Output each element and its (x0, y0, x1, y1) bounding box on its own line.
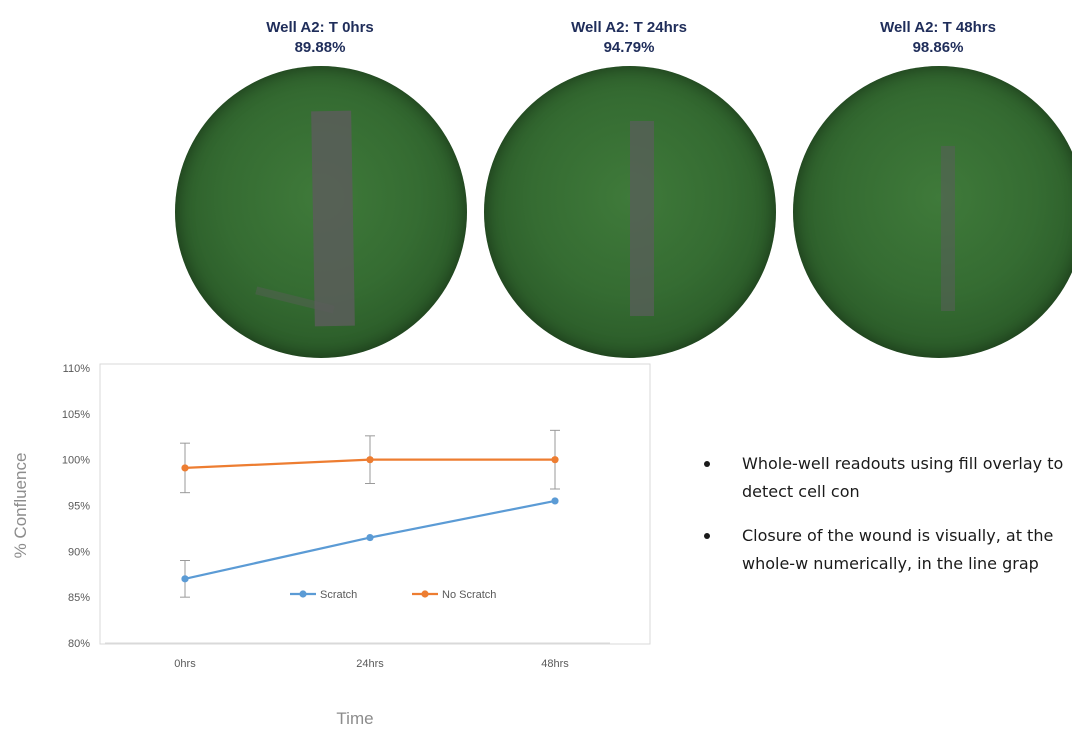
well-title-0: Well A2: T 0hrs 89.88% (210, 18, 430, 58)
well-confluence-value: 98.86% (912, 39, 964, 56)
y-tick-label: 90% (68, 546, 90, 558)
legend-swatch-marker (421, 590, 429, 598)
well-image-24hrs (484, 66, 776, 358)
well-title-label: Well A2: T 48hrs (880, 19, 996, 36)
well-title-label: Well A2: T 24hrs (571, 19, 687, 36)
y-tick-label: 110% (63, 363, 91, 375)
legend-label: Scratch (320, 589, 357, 601)
y-axis-title: % Confluence (11, 453, 30, 559)
well-image-0hrs (175, 66, 467, 358)
bullet-item: Whole-well readouts using fill overlay t… (700, 450, 1072, 506)
well-confluence-value: 89.88% (294, 39, 346, 56)
data-point (181, 575, 189, 583)
data-point (551, 497, 559, 505)
well-title-1: Well A2: T 24hrs 94.79% (519, 18, 739, 58)
y-tick-label: 95% (68, 501, 90, 513)
x-axis-title: Time (336, 709, 373, 728)
x-tick-label: 24hrs (356, 658, 384, 670)
y-tick-label: 100% (62, 455, 90, 467)
data-point (181, 464, 189, 472)
data-point (551, 456, 559, 464)
x-tick-label: 0hrs (174, 658, 196, 670)
y-tick-label: 105% (62, 409, 90, 421)
plot-area (99, 363, 651, 645)
y-tick-label: 85% (68, 592, 90, 604)
well-title-2: Well A2: T 48hrs 98.86% (828, 18, 1048, 58)
wound-region (630, 121, 654, 316)
legend-label: No Scratch (442, 589, 496, 601)
chart-svg: 80% 85% 90% 95% 100% 105% 110% 0hrs 24hrs 48hrs Ti… (11, 363, 651, 728)
x-tick-label: 48hrs (541, 658, 569, 670)
data-point (366, 533, 374, 542)
bullet-list: Whole-well readouts using fill overlay t… (700, 450, 1072, 594)
well-title-label: Well A2: T 0hrs (266, 19, 374, 36)
well-image-48hrs (793, 66, 1072, 358)
wound-region (941, 146, 955, 311)
bullet-item: Closure of the wound is visually, at the… (700, 522, 1072, 578)
wound-region (311, 110, 355, 327)
confluence-line-chart: 80% 85% 90% 95% 100% 105% 110% 0hrs 24hrs 48hrs Ti… (0, 350, 660, 729)
data-point (366, 456, 374, 464)
y-tick-label: 80% (68, 638, 90, 650)
legend-swatch-marker (299, 590, 307, 598)
well-confluence-value: 94.79% (603, 39, 655, 56)
